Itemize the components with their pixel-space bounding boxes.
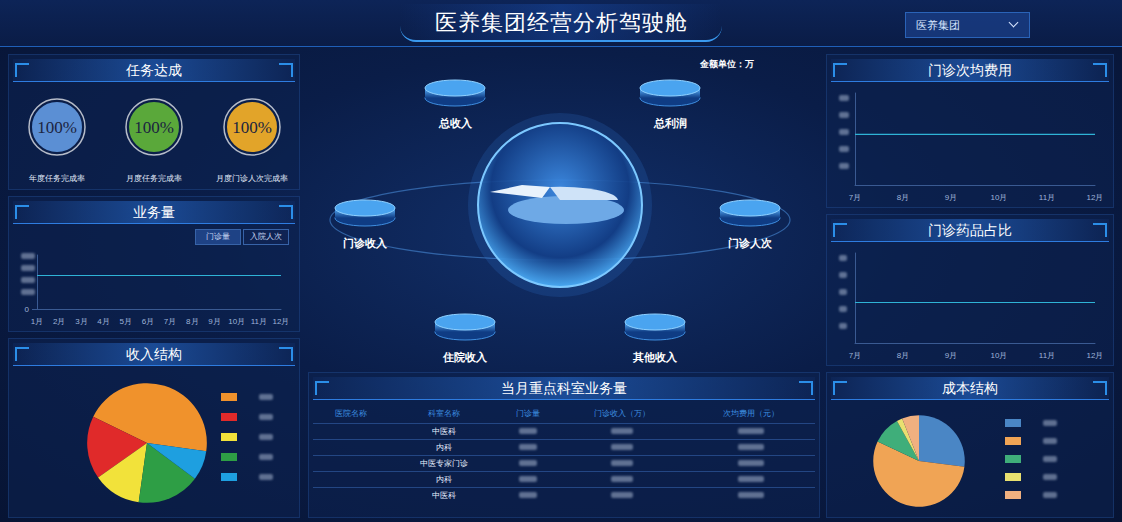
html-text:医院名称: 医院名称 bbox=[334, 409, 367, 419]
html-text:中医科: 中医科 bbox=[432, 490, 456, 500]
svg-text:9月: 9月 bbox=[945, 193, 957, 202]
html-text:年度任务完成率: 年度任务完成率 bbox=[29, 174, 85, 183]
html-text:入院人次: 入院人次 bbox=[250, 232, 282, 241]
html-text:门诊药品占比: 门诊药品占比 bbox=[928, 222, 1012, 238]
svg-text:100%: 100% bbox=[134, 118, 174, 137]
svg-text:10月: 10月 bbox=[991, 193, 1008, 202]
html-text:成本结构: 成本结构 bbox=[942, 380, 998, 396]
html-text:当月重点科室业务量: 当月重点科室业务量 bbox=[501, 380, 627, 396]
svg-text:10月: 10月 bbox=[991, 351, 1008, 360]
html-text:月度门诊人次完成率: 月度门诊人次完成率 bbox=[216, 174, 288, 183]
html-text:门诊收入（万）: 门诊收入（万） bbox=[593, 409, 650, 419]
html-text:医养集团经营分析驾驶舱: 医养集团经营分析驾驶舱 bbox=[434, 10, 688, 35]
html-text:次均费用（元）: 次均费用（元） bbox=[722, 409, 779, 419]
svg-text:8月: 8月 bbox=[897, 351, 909, 360]
svg-text:3月: 3月 bbox=[75, 317, 87, 326]
html-text:总利润: 总利润 bbox=[653, 117, 687, 130]
svg-text:12月: 12月 bbox=[1087, 351, 1104, 360]
svg-text:5月: 5月 bbox=[120, 317, 132, 326]
html-text:门诊收入: 门诊收入 bbox=[343, 237, 387, 250]
svg-text:11月: 11月 bbox=[251, 317, 267, 326]
svg-text:8月: 8月 bbox=[186, 317, 198, 326]
svg-text:9月: 9月 bbox=[208, 317, 220, 326]
svg-text:12月: 12月 bbox=[273, 317, 290, 326]
html-text:中医科: 中医科 bbox=[432, 426, 456, 436]
svg-text:11月: 11月 bbox=[1039, 193, 1055, 202]
html-text:其他收入: 其他收入 bbox=[633, 351, 677, 364]
html-text:门诊人次: 门诊人次 bbox=[728, 237, 772, 250]
html-text:科室名称: 科室名称 bbox=[428, 409, 460, 419]
svg-text:4月: 4月 bbox=[97, 317, 109, 326]
svg-text:12月: 12月 bbox=[1087, 193, 1104, 202]
html-text:门诊次均费用: 门诊次均费用 bbox=[928, 62, 1012, 78]
html-text:收入结构: 收入结构 bbox=[126, 346, 182, 362]
html-text:医养集团: 医养集团 bbox=[916, 19, 960, 32]
svg-text:10月: 10月 bbox=[228, 317, 245, 326]
html-text:总收入: 总收入 bbox=[438, 117, 472, 130]
html-text:门诊量: 门诊量 bbox=[206, 232, 230, 241]
svg-text:7月: 7月 bbox=[849, 193, 861, 202]
svg-text:11月: 11月 bbox=[1039, 351, 1055, 360]
svg-text:100%: 100% bbox=[232, 118, 272, 137]
svg-text:100%: 100% bbox=[37, 118, 77, 137]
svg-text:0: 0 bbox=[25, 305, 30, 314]
html-text:内科: 内科 bbox=[436, 442, 452, 452]
html-text:内科: 内科 bbox=[436, 474, 452, 484]
html-text:月度任务完成率: 月度任务完成率 bbox=[126, 174, 182, 183]
svg-text:9月: 9月 bbox=[945, 351, 957, 360]
svg-text:7月: 7月 bbox=[849, 351, 861, 360]
svg-text:2月: 2月 bbox=[53, 317, 65, 326]
svg-text:1月: 1月 bbox=[31, 317, 43, 326]
html-text:门诊量: 门诊量 bbox=[516, 409, 541, 419]
svg-text:7月: 7月 bbox=[164, 317, 176, 326]
html-text:业务量: 业务量 bbox=[133, 204, 175, 220]
html-text:金额单位：万: 金额单位：万 bbox=[700, 59, 754, 69]
svg-text:6月: 6月 bbox=[142, 317, 154, 326]
svg-text:8月: 8月 bbox=[897, 193, 909, 202]
html-text:住院收入: 住院收入 bbox=[443, 351, 487, 364]
html-text:中医专家门诊: 中医专家门诊 bbox=[420, 458, 468, 468]
html-text:任务达成: 任务达成 bbox=[126, 62, 182, 78]
